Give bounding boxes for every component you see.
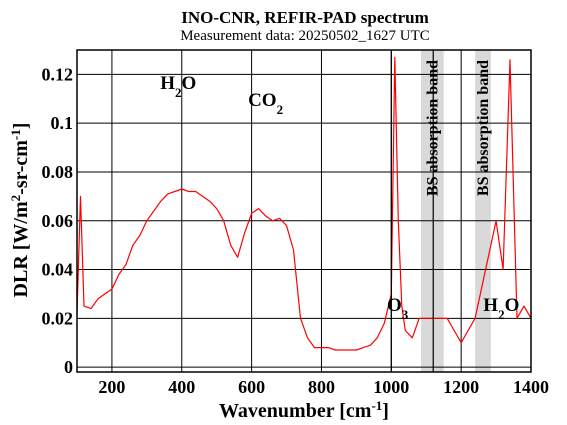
x-tick-label-1200: 1200 xyxy=(443,377,479,397)
y-tick-label-0: 0 xyxy=(64,357,73,377)
y-tick-label-5: 0.1 xyxy=(51,113,74,133)
x-tick-label-1000: 1000 xyxy=(373,377,409,397)
annotation-1: H2O xyxy=(160,73,196,100)
plot-background xyxy=(77,50,531,372)
y-tick-label-4: 0.08 xyxy=(42,162,74,182)
x-tick-label-1400: 1400 xyxy=(513,377,549,397)
plot-frame xyxy=(76,49,532,373)
absorption-band-label-2: BS absorption band xyxy=(475,60,492,196)
y-axis-label: DLR [W/m2-sr-cm-1] xyxy=(8,123,33,298)
x-axis-label: Wavenumber [cm-1] xyxy=(219,398,389,423)
x-tick-label-800: 800 xyxy=(308,377,335,397)
chart-subtitle: Measurement data: 20250502_1627 UTC xyxy=(180,28,430,44)
reference-lines xyxy=(390,50,434,372)
axis-ticks: 200 400 600 800 1000 1200 1400 0 0.02 0.04 0.06 0.0… xyxy=(42,64,550,397)
annotation-3: O3 xyxy=(387,295,409,322)
y-tick-label-6: 0.12 xyxy=(42,64,74,84)
absorption-band-2 xyxy=(475,50,491,372)
x-tick-label-400: 400 xyxy=(168,377,195,397)
annotation-2: CO2 xyxy=(248,90,283,117)
y-tick-label-2: 0.04 xyxy=(42,260,74,280)
x-tick-label-600: 600 xyxy=(238,377,265,397)
absorption-bands: BS absorption band BS absorption band xyxy=(420,50,492,372)
annotations-layer: H2O CO2 O3 H2O xyxy=(160,73,519,321)
chart-title: INO-CNR, REFIR-PAD spectrum xyxy=(181,8,429,27)
y-tick-label-3: 0.06 xyxy=(42,211,74,231)
absorption-band-1 xyxy=(420,50,444,372)
x-tick-label-200: 200 xyxy=(98,377,125,397)
y-tick-label-1: 0.02 xyxy=(42,308,74,328)
annotation-4: H2O xyxy=(483,295,519,322)
